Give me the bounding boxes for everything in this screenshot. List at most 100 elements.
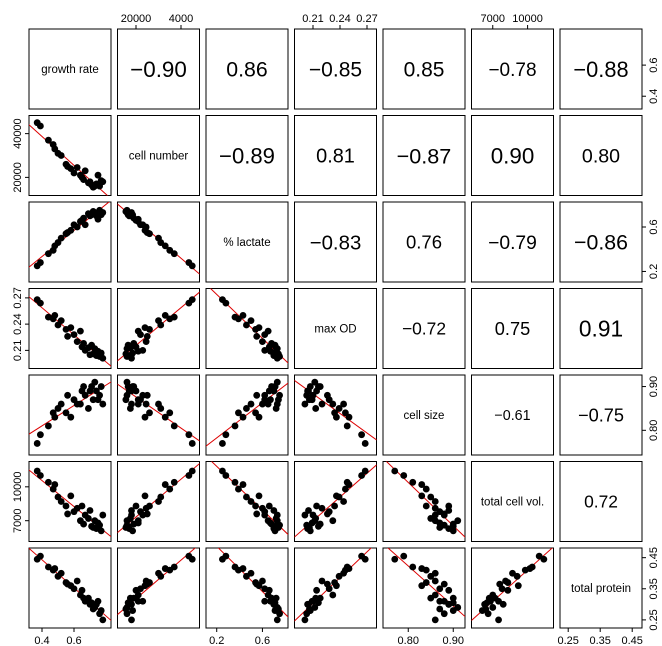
data-point — [340, 569, 347, 577]
data-point — [255, 324, 263, 332]
data-point — [170, 478, 178, 486]
data-point — [340, 400, 347, 408]
data-point — [45, 563, 52, 571]
data-point — [253, 510, 261, 518]
data-point — [308, 396, 316, 404]
panel-frame — [117, 115, 200, 196]
data-point — [431, 498, 439, 505]
panel-frame — [117, 547, 200, 629]
data-point — [128, 616, 135, 624]
data-point — [418, 492, 426, 500]
data-point — [449, 594, 457, 602]
correlation-value: −0.75 — [578, 406, 624, 426]
data-point — [345, 565, 353, 572]
data-point — [267, 396, 274, 404]
data-point — [306, 607, 314, 614]
panel-frame — [117, 461, 200, 542]
data-point — [141, 324, 149, 332]
panel-frame — [28, 201, 112, 283]
data-point — [78, 502, 86, 510]
data-point — [427, 493, 435, 501]
correlation-value: 0.86 — [226, 58, 267, 82]
data-point — [166, 485, 174, 493]
data-point — [129, 527, 137, 535]
data-point — [313, 586, 320, 594]
axis-tick-label: 0.90 — [648, 376, 660, 397]
correlation-value: −0.61 — [494, 408, 530, 424]
data-point — [134, 327, 142, 335]
data-point — [440, 610, 448, 618]
data-point — [243, 321, 250, 329]
data-point — [498, 585, 506, 593]
data-point — [361, 440, 369, 447]
data-point — [85, 405, 92, 412]
data-point — [345, 481, 353, 488]
data-point — [301, 616, 309, 624]
data-point — [37, 299, 44, 307]
data-point — [139, 221, 147, 229]
data-point — [222, 299, 230, 307]
data-point — [57, 569, 65, 577]
data-point — [81, 221, 89, 229]
panel-frame — [471, 201, 554, 283]
data-point — [325, 585, 333, 593]
axis-tick-label: 0.6 — [255, 635, 270, 646]
correlation-value: −0.89 — [219, 143, 275, 168]
data-point — [239, 311, 247, 319]
data-point — [252, 502, 259, 510]
data-point — [73, 164, 81, 171]
data-point — [315, 599, 322, 607]
panel-frame — [471, 374, 554, 456]
data-point — [94, 597, 102, 605]
data-point — [142, 577, 150, 585]
data-point — [132, 502, 140, 510]
data-point — [271, 383, 279, 390]
data-point — [436, 585, 444, 593]
correlation-value: −0.78 — [488, 60, 536, 81]
data-point — [123, 378, 131, 386]
panel-frame — [559, 461, 643, 542]
data-point — [489, 604, 497, 611]
data-point — [400, 472, 408, 479]
data-point — [80, 214, 87, 222]
axis-tick-label: 20000 — [12, 162, 24, 193]
data-point — [99, 616, 107, 624]
data-point — [37, 552, 44, 560]
panel-frame — [559, 115, 643, 196]
data-point — [318, 504, 326, 512]
correlation-value: −0.85 — [309, 59, 362, 82]
data-point — [134, 347, 142, 355]
axis-tick-label: 0.6 — [648, 57, 660, 72]
data-point — [333, 413, 340, 421]
fit-line — [471, 548, 553, 622]
data-point — [70, 169, 78, 177]
data-point — [431, 616, 439, 624]
axis-tick-label: 40000 — [12, 118, 24, 149]
data-point — [129, 349, 137, 357]
data-point — [155, 498, 162, 505]
axis-tick-label: 7000 — [481, 13, 505, 25]
axis-tick-label: 0.25 — [557, 635, 578, 646]
data-point — [81, 167, 89, 175]
correlation-value: 0.80 — [582, 146, 620, 168]
data-point — [78, 586, 86, 594]
data-point — [259, 577, 266, 585]
data-point — [243, 405, 250, 412]
data-point — [255, 582, 263, 590]
data-point — [311, 378, 319, 386]
fit-line — [29, 124, 109, 196]
panel-frame — [28, 374, 112, 456]
data-point — [303, 391, 311, 399]
variable-label: total cell vol. — [481, 497, 544, 509]
correlation-value: −0.87 — [397, 143, 452, 168]
axis-tick-label: 0.45 — [621, 635, 642, 646]
data-point — [57, 234, 65, 242]
data-point — [306, 383, 314, 390]
data-point — [267, 519, 274, 527]
data-point — [37, 472, 44, 479]
data-point — [239, 565, 247, 572]
data-point — [259, 400, 266, 408]
data-point — [318, 400, 326, 408]
panel-frame — [294, 547, 377, 629]
data-point — [64, 332, 71, 340]
